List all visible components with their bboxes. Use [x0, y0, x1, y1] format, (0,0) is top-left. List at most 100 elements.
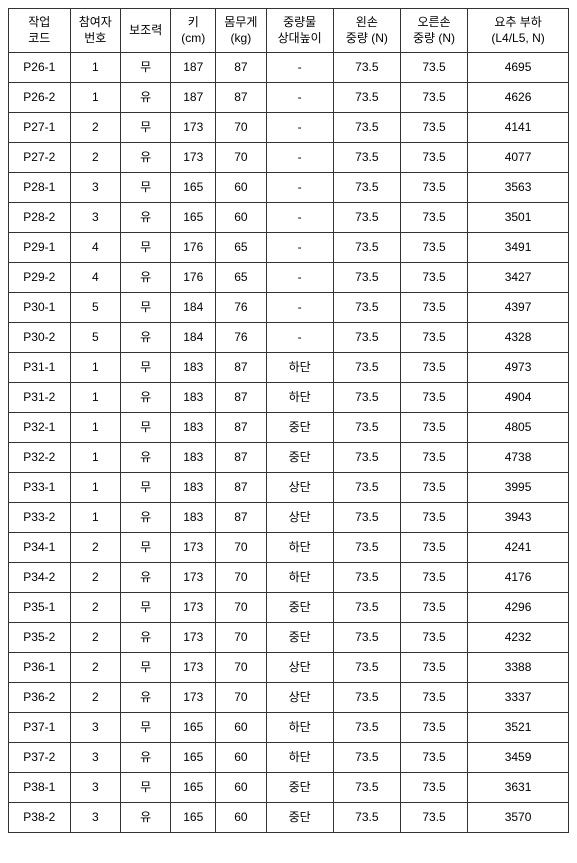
- table-cell: 무: [120, 113, 170, 143]
- table-cell: 73.5: [400, 353, 467, 383]
- table-cell: 187: [171, 83, 216, 113]
- table-cell: 3: [70, 743, 120, 773]
- table-cell: 무: [120, 713, 170, 743]
- table-cell: 176: [171, 233, 216, 263]
- table-cell: 73.5: [333, 503, 400, 533]
- table-row: P28-13무16560-73.573.53563: [9, 173, 569, 203]
- table-cell: 무: [120, 293, 170, 323]
- table-row: P31-11무18387하단73.573.54973: [9, 353, 569, 383]
- table-cell: 87: [216, 53, 266, 83]
- table-cell: 무: [120, 53, 170, 83]
- table-cell: 3570: [468, 803, 569, 833]
- table-row: P33-11무18387상단73.573.53995: [9, 473, 569, 503]
- table-cell: 하단: [266, 743, 333, 773]
- table-cell: 87: [216, 413, 266, 443]
- table-row: P26-21유18787-73.573.54626: [9, 83, 569, 113]
- table-cell: 3: [70, 773, 120, 803]
- table-cell: 4141: [468, 113, 569, 143]
- table-cell: P32-2: [9, 443, 71, 473]
- table-cell: 1: [70, 473, 120, 503]
- table-cell: 2: [70, 623, 120, 653]
- table-row: P36-12무17370상단73.573.53388: [9, 653, 569, 683]
- table-cell: 4: [70, 233, 120, 263]
- table-cell: 3943: [468, 503, 569, 533]
- table-cell: 73.5: [400, 413, 467, 443]
- table-cell: P38-1: [9, 773, 71, 803]
- table-cell: P30-2: [9, 323, 71, 353]
- table-cell: 3563: [468, 173, 569, 203]
- table-cell: 유: [120, 263, 170, 293]
- table-row: P27-12무17370-73.573.54141: [9, 113, 569, 143]
- table-cell: 73.5: [400, 653, 467, 683]
- table-cell: 유: [120, 383, 170, 413]
- table-cell: 3521: [468, 713, 569, 743]
- table-row: P26-11무18787-73.573.54695: [9, 53, 569, 83]
- table-cell: 유: [120, 743, 170, 773]
- table-row: P34-22유17370하단73.573.54176: [9, 563, 569, 593]
- col-header-task-code: 작업코드: [9, 9, 71, 53]
- table-cell: 87: [216, 473, 266, 503]
- table-cell: 1: [70, 53, 120, 83]
- table-cell: 4176: [468, 563, 569, 593]
- table-cell: 60: [216, 173, 266, 203]
- table-cell: 상단: [266, 683, 333, 713]
- table-cell: 165: [171, 743, 216, 773]
- table-cell: 73.5: [333, 353, 400, 383]
- table-cell: 183: [171, 473, 216, 503]
- table-cell: 73.5: [400, 803, 467, 833]
- table-cell: 183: [171, 503, 216, 533]
- table-cell: 73.5: [333, 443, 400, 473]
- table-cell: 5: [70, 293, 120, 323]
- table-cell: 73.5: [400, 203, 467, 233]
- table-cell: 87: [216, 383, 266, 413]
- table-cell: 유: [120, 203, 170, 233]
- table-cell: 73.5: [333, 803, 400, 833]
- table-cell: 73.5: [333, 203, 400, 233]
- table-cell: 73.5: [400, 263, 467, 293]
- table-cell: P35-2: [9, 623, 71, 653]
- table-cell: 무: [120, 773, 170, 803]
- table-cell: P29-2: [9, 263, 71, 293]
- table-cell: 2: [70, 533, 120, 563]
- col-header-weight: 몸무게(kg): [216, 9, 266, 53]
- table-cell: P36-2: [9, 683, 71, 713]
- table-cell: 73.5: [400, 593, 467, 623]
- table-cell: 73.5: [333, 383, 400, 413]
- table-cell: 3427: [468, 263, 569, 293]
- table-cell: -: [266, 53, 333, 83]
- table-cell: 하단: [266, 533, 333, 563]
- table-cell: 73.5: [333, 263, 400, 293]
- table-cell: 유: [120, 563, 170, 593]
- table-cell: 70: [216, 113, 266, 143]
- table-cell: 유: [120, 143, 170, 173]
- table-cell: 87: [216, 83, 266, 113]
- table-row: P27-22유17370-73.573.54077: [9, 143, 569, 173]
- table-body: P26-11무18787-73.573.54695P26-21유18787-73…: [9, 53, 569, 833]
- table-cell: P33-2: [9, 503, 71, 533]
- table-cell: 70: [216, 623, 266, 653]
- table-cell: P36-1: [9, 653, 71, 683]
- table-row: P33-21유18387상단73.573.53943: [9, 503, 569, 533]
- table-cell: 73.5: [400, 533, 467, 563]
- table-row: P35-22유17370중단73.573.54232: [9, 623, 569, 653]
- table-cell: P31-2: [9, 383, 71, 413]
- table-cell: 65: [216, 233, 266, 263]
- table-cell: 173: [171, 623, 216, 653]
- table-cell: 73.5: [400, 323, 467, 353]
- table-row: P28-23유16560-73.573.53501: [9, 203, 569, 233]
- table-cell: 상단: [266, 473, 333, 503]
- table-row: P31-21유18387하단73.573.54904: [9, 383, 569, 413]
- table-cell: 무: [120, 173, 170, 203]
- table-cell: -: [266, 113, 333, 143]
- table-cell: 73.5: [400, 443, 467, 473]
- table-cell: 1: [70, 83, 120, 113]
- table-cell: 4232: [468, 623, 569, 653]
- table-cell: 73.5: [333, 113, 400, 143]
- table-cell: 무: [120, 653, 170, 683]
- table-cell: 173: [171, 683, 216, 713]
- table-cell: 유: [120, 683, 170, 713]
- table-cell: 73.5: [400, 503, 467, 533]
- table-cell: 무: [120, 593, 170, 623]
- header-row: 작업코드 참여자번호 보조력 키(cm) 몸무게(kg) 중량물상대높이 왼손중…: [9, 9, 569, 53]
- table-cell: 165: [171, 173, 216, 203]
